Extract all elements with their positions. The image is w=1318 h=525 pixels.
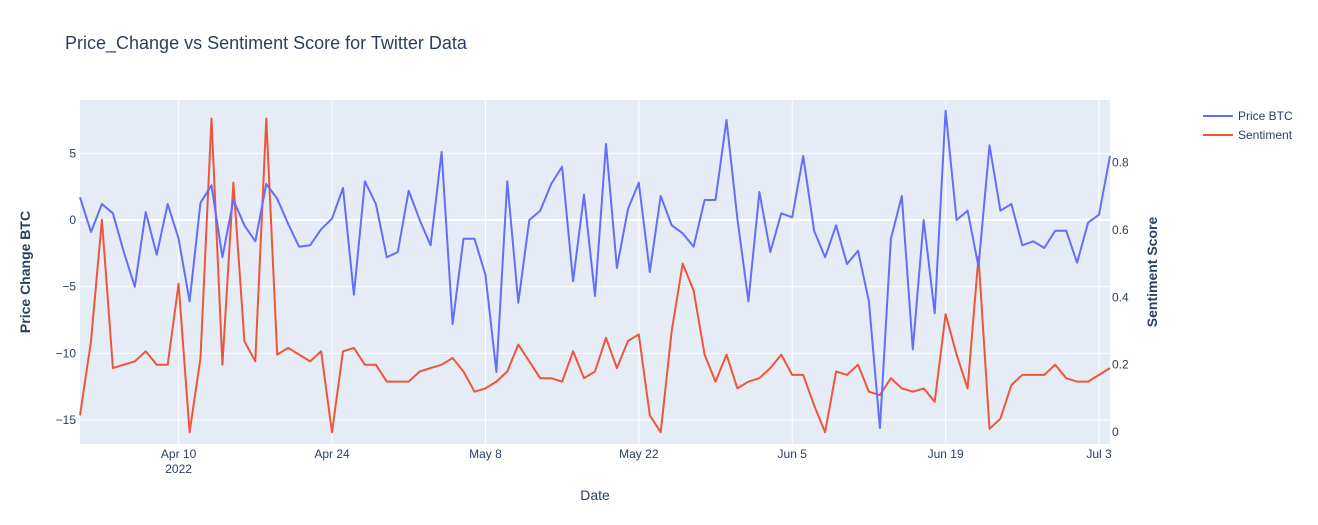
y-tick-label: −5 [62,280,76,294]
y-tick-label: 5 [69,146,76,160]
x-axis-title: Date [580,487,610,503]
x-tick-labels: Apr 10 Apr 24 May 8 May 22 Jun 5 Jun 19 Jul 3 2… [161,447,1112,476]
y2-axis-title: Sentiment Score [1144,217,1160,328]
series-layer [79,109,1111,434]
legend-item-price[interactable]: Price BTC [1203,106,1293,125]
y2-tick-labels: 0.8 0.6 0.4 0.2 0 [1112,155,1129,439]
legend-item-sentiment[interactable]: Sentiment [1203,125,1293,144]
legend-label-sentiment: Sentiment [1238,127,1293,142]
y2-tick-label: 0.2 [1112,358,1129,372]
x-tick-label: May 22 [619,447,659,461]
legend-swatch-price [1203,114,1233,117]
y2-tick-label: 0.4 [1112,290,1129,304]
chart-title: Price_Change vs Sentiment Score for Twit… [65,33,467,53]
x-tick-year-label: 2022 [165,462,192,476]
x-tick-label: Jun 19 [928,447,964,461]
y-tick-label: 0 [69,213,76,227]
legend-swatch-sentiment [1203,133,1233,136]
y-axis-title: Price Change BTC [17,211,33,333]
x-tick-label: Apr 10 [161,447,197,461]
y-tick-label: −15 [56,413,77,427]
x-tick-label: May 8 [469,447,502,461]
plot-background [80,100,1110,444]
x-tick-label: Jun 5 [778,447,808,461]
y2-tick-label: 0.8 [1112,155,1129,169]
legend-label-price: Price BTC [1238,108,1293,123]
y-tick-labels: 5 0 −5 −10 −15 [56,146,77,427]
x-tick-label: Jul 3 [1086,447,1112,461]
y-tick-label: −10 [56,346,77,360]
y2-tick-label: 0 [1112,425,1119,439]
legend: Price BTC Sentiment [1203,106,1293,144]
y2-tick-label: 0.6 [1112,223,1129,237]
x-tick-label: Apr 24 [314,447,350,461]
